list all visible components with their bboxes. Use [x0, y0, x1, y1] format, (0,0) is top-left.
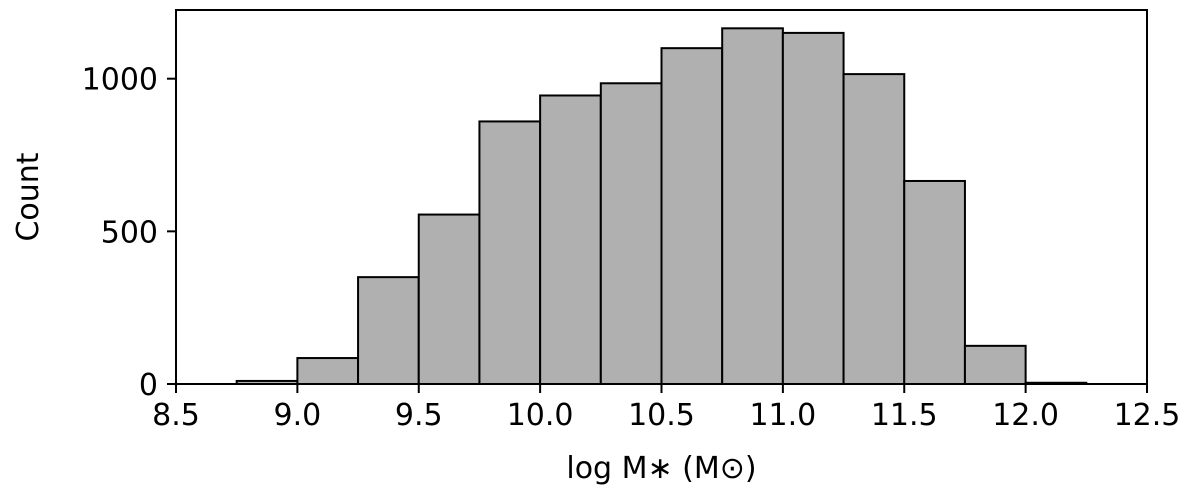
histogram-bar: [539, 94, 602, 385]
histogram-bar: [599, 82, 663, 385]
y-tick-label: 1000: [82, 63, 158, 98]
histogram-bar: [357, 276, 420, 385]
x-axis-ticks: 8.5 9.0 9.5 10.0 10.5 11.0 11.5 12.0 12.5: [152, 384, 1180, 433]
y-axis-ticks: 0 500 1000: [82, 63, 176, 403]
x-tick-label: 10.5: [628, 398, 695, 433]
histogram-bar: [417, 213, 481, 385]
x-tick-label: 11.5: [871, 398, 938, 433]
histogram-bar: [903, 179, 966, 385]
histogram-bars: [235, 27, 1088, 386]
histogram-bar: [296, 357, 360, 386]
x-tick-label: 9.0: [274, 398, 322, 433]
x-tick-label: 8.5: [152, 398, 200, 433]
histogram-bar: [781, 31, 845, 386]
histogram-bar: [842, 73, 906, 385]
x-tick-label: 12.0: [992, 398, 1059, 433]
y-tick-label: 500: [101, 215, 158, 250]
y-tick-label: 0: [139, 368, 158, 403]
x-tick-label: 12.5: [1114, 398, 1181, 433]
x-axis-label: log M∗ (M⊙): [566, 451, 756, 486]
histogram-bar: [963, 344, 1027, 385]
histogram-bar: [660, 47, 724, 385]
x-tick-label: 9.5: [395, 398, 443, 433]
x-tick-label: 10.0: [507, 398, 574, 433]
histogram-bar: [478, 120, 542, 385]
x-tick-label: 11.0: [749, 398, 816, 433]
histogram-bar: [721, 27, 784, 386]
y-axis-label: Count: [11, 152, 46, 241]
